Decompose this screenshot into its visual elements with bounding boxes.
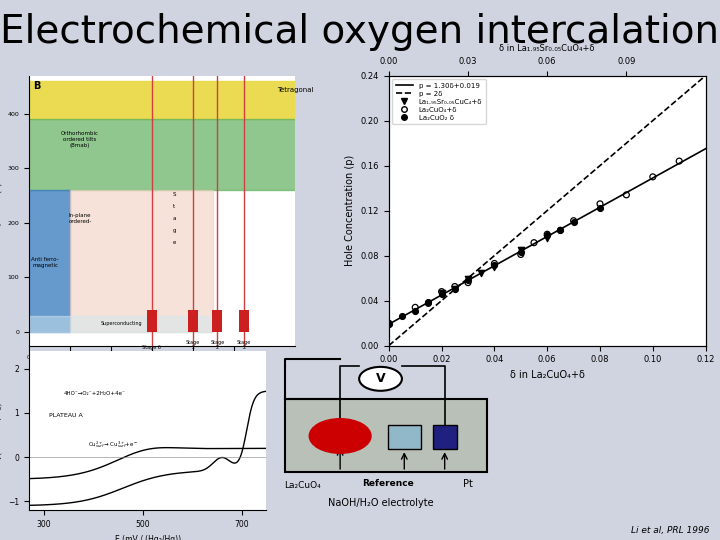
Point [647,172,659,181]
Point [515,248,526,256]
Text: 4HO⁻→O₂⁻+2H₂O+4e⁻: 4HO⁻→O₂⁻+2H₂O+4e⁻ [63,392,125,396]
Text: In-plane
ordered-: In-plane ordered- [68,213,91,224]
Text: NaOH/H₂O electrolyte: NaOH/H₂O electrolyte [328,498,433,509]
Bar [188,310,198,332]
Text: S: S [173,192,176,197]
Point [423,298,434,307]
Text: V: V [376,373,385,386]
Point [410,303,421,312]
Point [528,238,540,247]
Point [515,246,526,254]
Point [462,278,474,287]
X-axis label: δ in La₂CuO₄+δ: δ in La₂CuO₄+δ [510,370,585,380]
Bar [212,310,222,332]
Point [673,157,685,165]
Point [396,312,408,320]
Point [383,320,395,328]
Text: La₂CuO₄+δ: La₂CuO₄+δ [80,96,165,111]
Point [475,269,487,278]
Text: Tetragonal: Tetragonal [277,87,313,93]
Point [489,260,500,269]
Circle shape [310,418,371,453]
Point [541,233,553,242]
Text: Electrochemical oxygen intercalation: Electrochemical oxygen intercalation [1,14,719,51]
Point [436,289,447,298]
Text: a: a [173,215,176,221]
Point [568,218,580,226]
FancyBboxPatch shape [285,399,487,472]
Bar [147,310,157,332]
Point [462,275,474,284]
Point [541,230,553,239]
Point [594,204,606,213]
Bar [239,310,249,332]
Point [436,288,447,297]
Y-axis label: Temperature (K): Temperature (K) [0,183,1,239]
Text: Anti ferro-
magnetic: Anti ferro- magnetic [31,256,59,267]
Y-axis label: j (mA cm⁻² / Sg): j (mA cm⁻² / Sg) [0,402,2,459]
Text: Cu$_{surf}^{2+}$$\rightarrow$Cu$_{surf}^{3+}$+e$^-$: Cu$_{surf}^{2+}$$\rightarrow$Cu$_{surf}^… [89,439,138,450]
Circle shape [359,367,402,391]
Point [423,299,434,308]
Y-axis label: Hole Concentration (p): Hole Concentration (p) [345,155,355,266]
Point [554,226,566,234]
Text: Stage
2: Stage 2 [186,340,200,350]
Text: Superconducting: Superconducting [100,321,142,326]
FancyBboxPatch shape [387,426,421,449]
Text: Stage 6: Stage 6 [143,346,161,350]
Text: Stage
2: Stage 2 [237,340,251,350]
Text: Stage
2: Stage 2 [210,340,225,350]
Point [568,217,580,225]
Point [621,191,632,199]
Point [383,319,395,327]
Text: PLATEAU A: PLATEAU A [49,414,82,418]
Point [449,285,461,293]
Point [489,262,500,271]
X-axis label: E (mV / (Hg₂/Hg)): E (mV / (Hg₂/Hg)) [114,535,181,540]
X-axis label: δ in La₁.₉₅Sr₀.₀₅CuO₄+δ: δ in La₁.₉₅Sr₀.₀₅CuO₄+δ [500,44,595,53]
Point [515,250,526,259]
Point [489,259,500,268]
Point [410,306,421,315]
Point [554,226,566,234]
Text: Li et al, PRL 1996: Li et al, PRL 1996 [631,526,709,535]
Text: Orthorhombic
ordered tilts
(Bmab): Orthorhombic ordered tilts (Bmab) [61,131,99,147]
Text: g: g [173,227,176,233]
FancyBboxPatch shape [433,426,456,449]
Text: Pt: Pt [464,478,473,489]
Text: e: e [173,240,176,245]
Point [541,231,553,240]
Point [462,276,474,285]
Point [436,287,447,296]
Text: Reference: Reference [361,478,413,488]
Point [449,282,461,291]
Legend: p = 1.30δ+0.019, p = 2δ, La₁.₉₅Sr₀.₀₅CuC₄+δ, La₂CuO₄+δ, La₂CuO₂ δ: p = 1.30δ+0.019, p = 2δ, La₁.₉₅Sr₀.₀₅CuC… [392,79,485,124]
Text: La₂CuO₄: La₂CuO₄ [284,481,320,490]
Point [449,285,461,293]
Point [594,199,606,208]
Text: t: t [174,204,176,208]
Text: B: B [33,81,40,91]
